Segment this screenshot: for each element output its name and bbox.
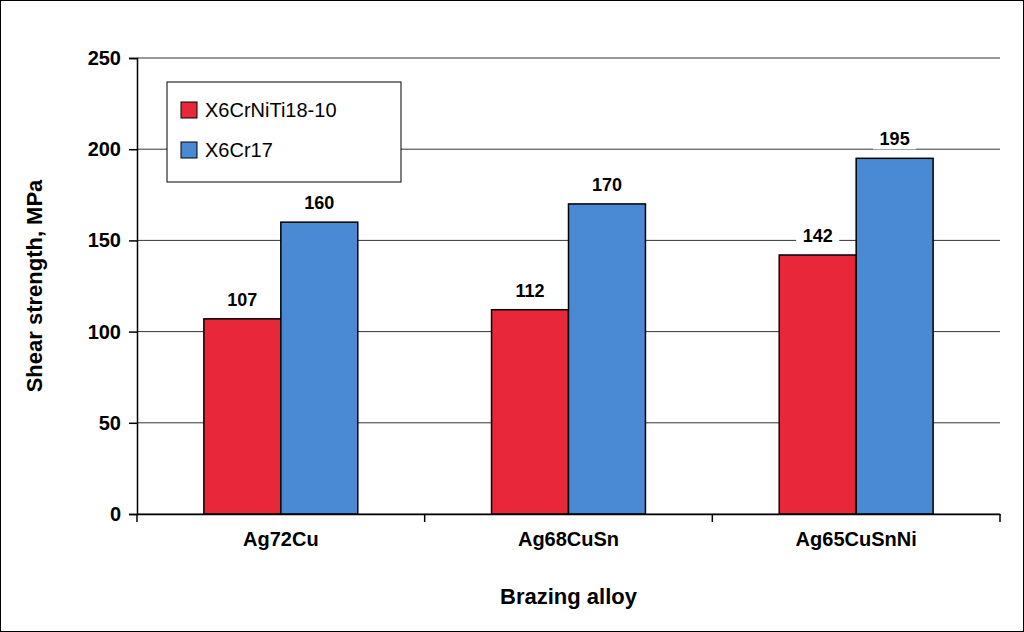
legend-swatch (181, 142, 197, 158)
y-tick-mark (129, 149, 137, 151)
x-tick-label: Ag65CuSnNi (796, 528, 917, 550)
y-tick-mark (129, 514, 137, 516)
y-tick: 200 (88, 138, 137, 160)
x-tick: Ag65CuSnNi (796, 514, 917, 550)
x-axis: Ag72Cu Ag68CuSn Ag65CuSnNi (137, 514, 1001, 550)
bar (856, 158, 933, 514)
y-tick-mark (129, 331, 137, 333)
data-label-background (796, 226, 839, 246)
x-boundary-tick (424, 514, 426, 522)
frame (1, 1, 1024, 632)
y-tick-mark (129, 240, 137, 242)
data-label-background (585, 175, 628, 195)
data-label-background (298, 193, 341, 213)
data-label-background (873, 129, 916, 149)
y-tick-label: 200 (88, 138, 121, 160)
y-axis: 0 50 100 150 200 250 (88, 47, 138, 525)
bars (204, 158, 933, 514)
data-label-background (221, 290, 264, 310)
y-tick: 250 (88, 47, 137, 69)
grid-line (137, 58, 1000, 59)
plot: 107112142160170195050100150200250Ag72CuA… (88, 47, 1001, 550)
chart: 107112142160170195050100150200250Ag72CuA… (0, 0, 1024, 632)
x-axis-line (138, 514, 1001, 516)
y-tick-label: 0 (110, 503, 121, 525)
y-tick-label: 250 (88, 47, 121, 69)
y-tick-label: 50 (99, 412, 121, 434)
legend-box (167, 82, 401, 182)
data-label-background (509, 281, 552, 301)
x-tick-label: Ag72Cu (243, 528, 319, 550)
x-tick-label: Ag68CuSn (518, 528, 619, 550)
x-boundary-tick (999, 514, 1001, 522)
data-label: 195 (880, 129, 910, 149)
legend: X6CrNiTi18-10 X6Cr17 (167, 82, 401, 182)
legend-swatch (181, 102, 197, 118)
bar (492, 310, 569, 514)
x-boundary-tick (136, 514, 138, 522)
y-tick-label: 100 (88, 321, 121, 343)
data-label: 112 (516, 281, 545, 301)
legend-label: X6Cr17 (205, 139, 273, 161)
bar (779, 255, 856, 514)
y-tick-mark (129, 423, 137, 425)
x-tick: Ag72Cu (243, 514, 319, 550)
data-label: 142 (803, 226, 833, 246)
grid (137, 58, 1000, 514)
y-axis-title: Shear strength, MPa (22, 179, 47, 392)
y-tick: 100 (88, 321, 137, 343)
legend-label: X6CrNiTi18-10 (205, 99, 337, 121)
y-tick-mark (129, 58, 137, 60)
y-tick: 0 (110, 503, 137, 525)
bar (204, 319, 281, 514)
bar (281, 222, 358, 514)
y-tick: 50 (99, 412, 137, 434)
data-label: 160 (304, 193, 334, 213)
x-tick: Ag68CuSn (518, 514, 619, 550)
data-label: 107 (227, 290, 257, 310)
x-axis-title: Brazing alloy (500, 584, 638, 609)
bar (569, 204, 646, 514)
y-tick-label: 150 (88, 229, 121, 251)
x-boundary-tick (712, 514, 714, 522)
y-axis-line (129, 59, 138, 515)
y-tick: 150 (88, 229, 137, 251)
data-label: 170 (592, 175, 622, 195)
